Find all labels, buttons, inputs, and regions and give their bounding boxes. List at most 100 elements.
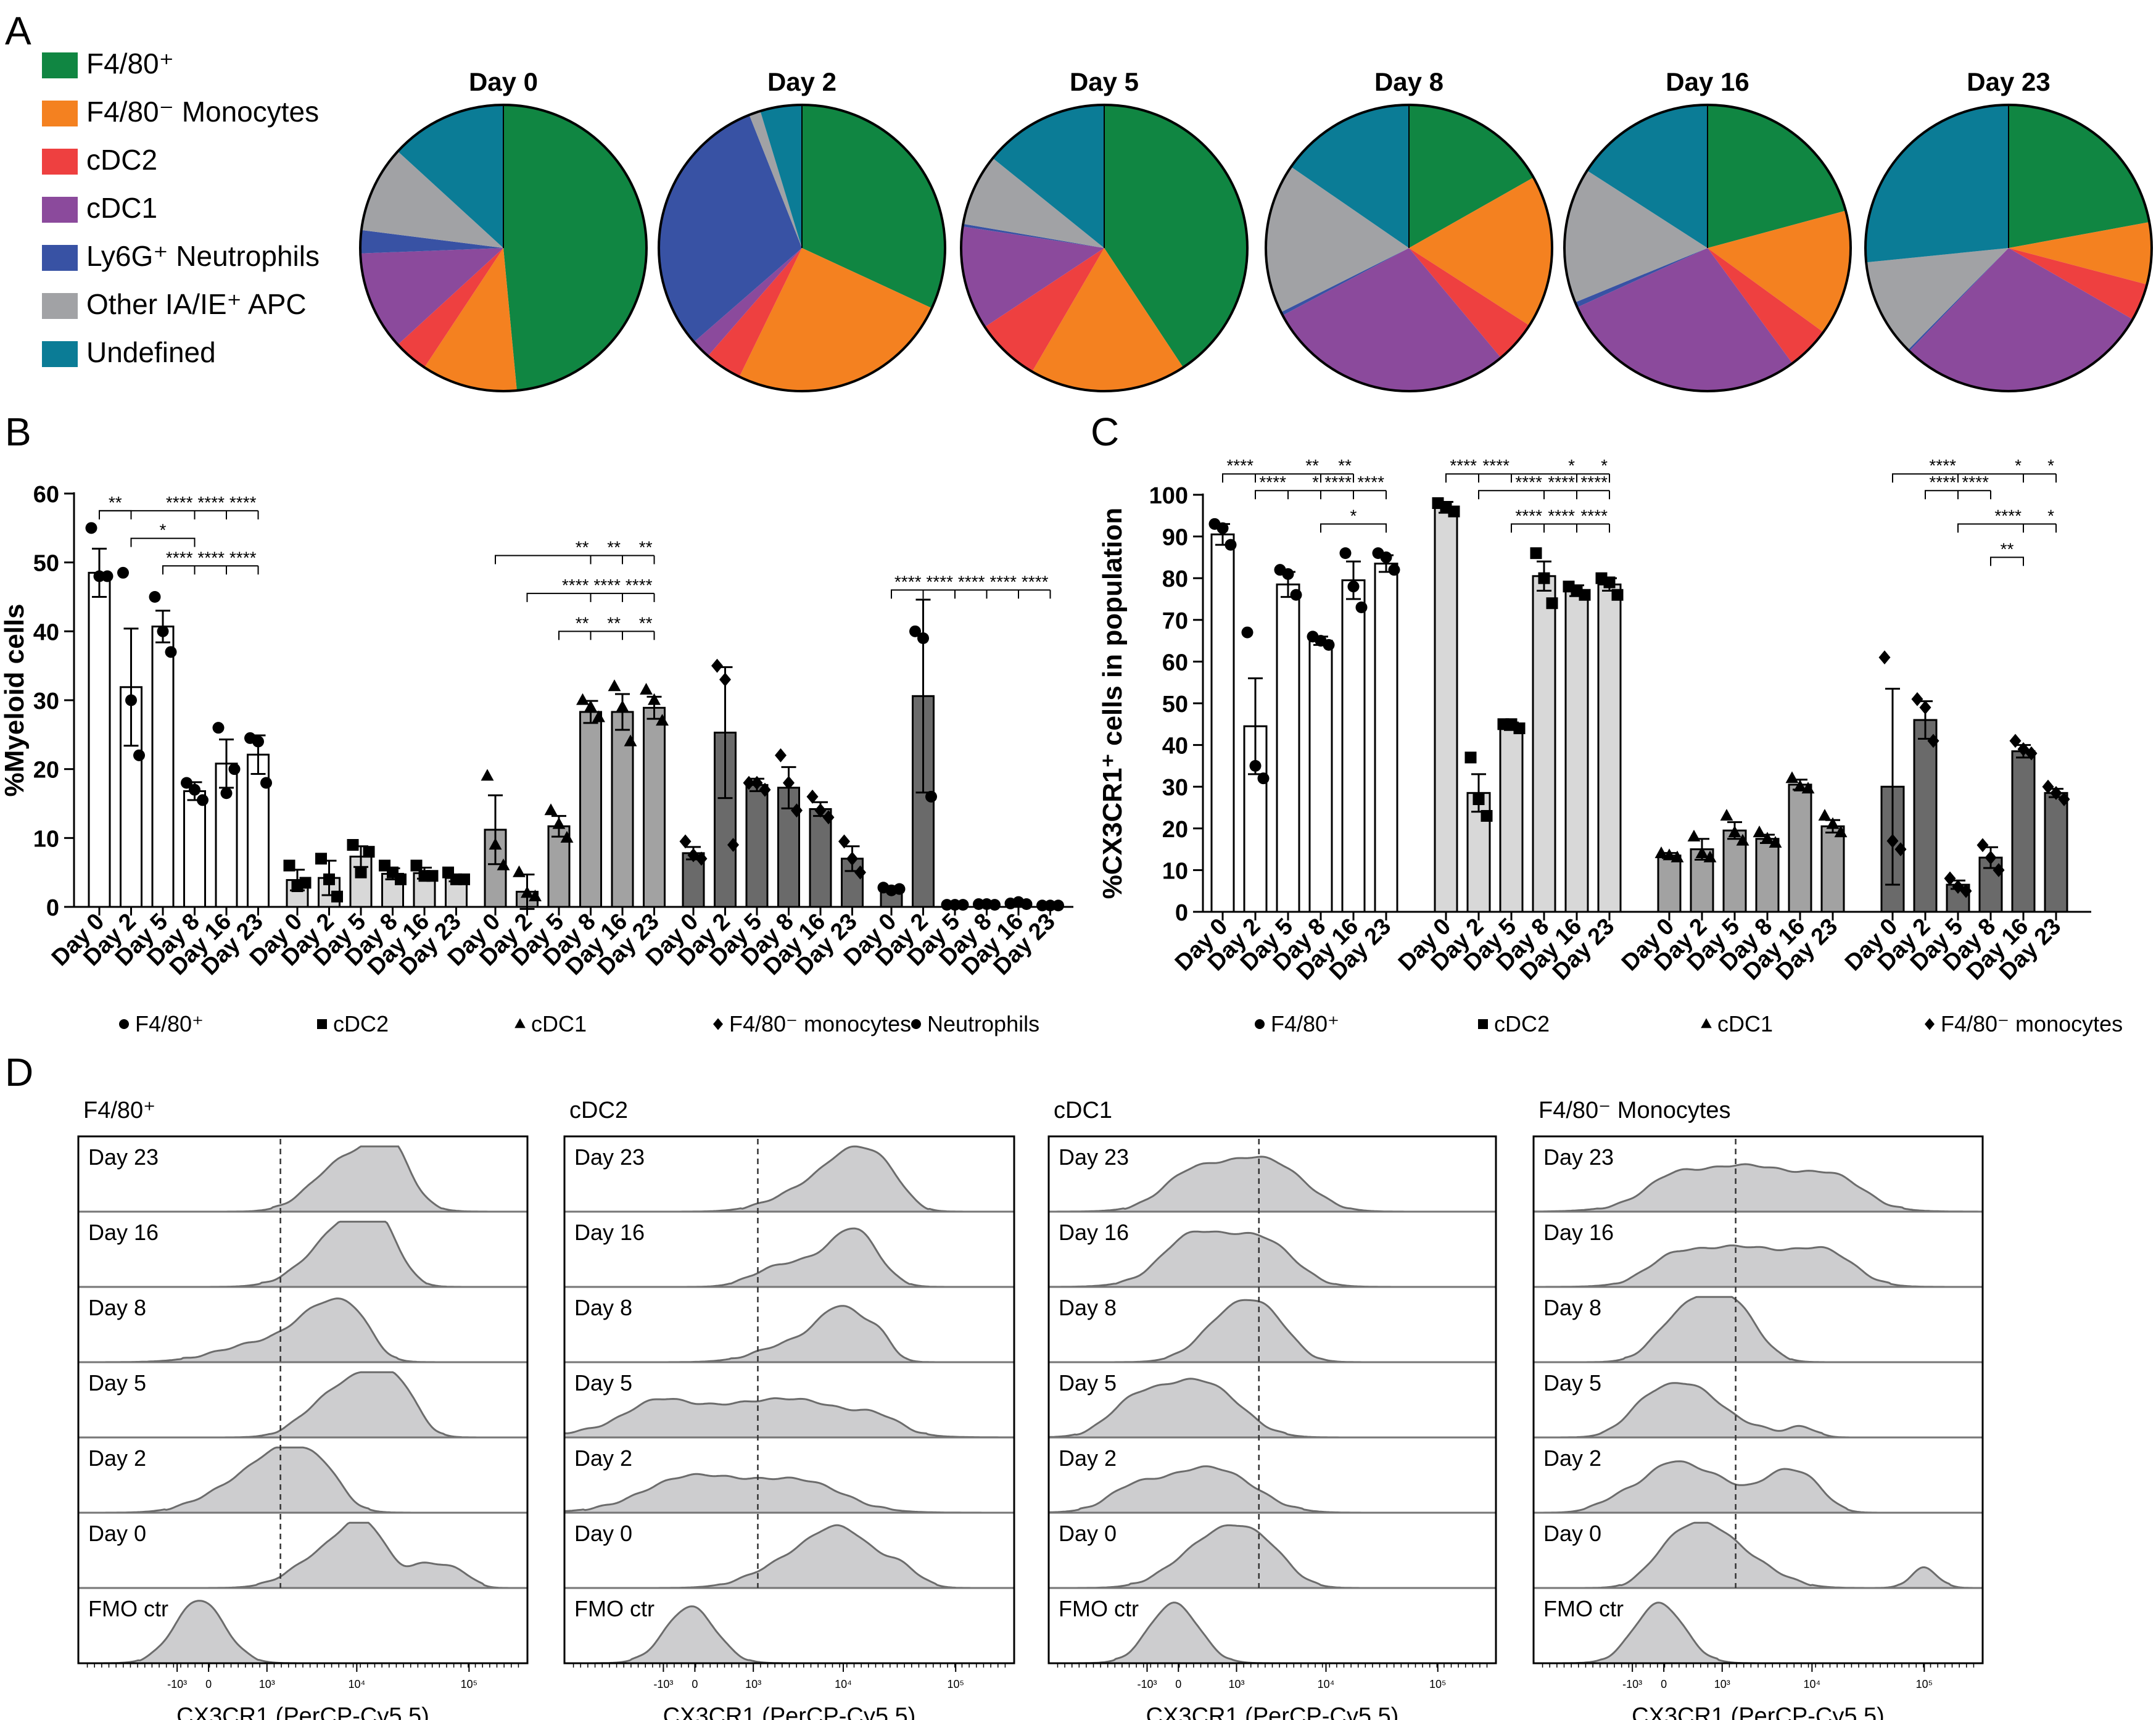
data-point-diamond [1952, 880, 1964, 894]
pie-slice-day-0-ly6g-neutrophils [360, 229, 503, 254]
data-point-triangle [1654, 846, 1668, 858]
data-point-square [458, 873, 470, 885]
data-point-diamond [1927, 734, 1939, 748]
bar-f4-80-monocytes-day-2 [1913, 719, 1938, 913]
bar-cdc2-day-5 [1499, 725, 1524, 913]
significance-label: **** [1548, 506, 1575, 525]
bar-f4-80-day-8 [1308, 640, 1333, 913]
row-label-day-2: Day 2 [1059, 1445, 1117, 1471]
group-label-cdc1: cDC1 [1717, 1011, 1773, 1036]
pie-slice-day-16-cdc2 [1708, 248, 1824, 363]
row-label-day-16: Day 16 [88, 1220, 159, 1245]
row-label-day-2: Day 2 [88, 1445, 146, 1471]
data-point-triangle [1736, 833, 1749, 846]
x-tick-label: 10³ [1228, 1678, 1244, 1690]
pie-slice-day-2-cdc1 [694, 248, 802, 356]
significance-label: * [160, 521, 167, 540]
data-point-triangle [1834, 825, 1848, 838]
significance-bracket: **** **** [1925, 473, 1991, 500]
row-label-day-23: Day 23 [1543, 1144, 1614, 1170]
significance-label: **** [1580, 473, 1608, 492]
data-point-circle [197, 794, 209, 806]
data-point-circle [1347, 581, 1360, 593]
significance-label: ** [2001, 539, 2014, 558]
pie-row: Day 0 Day 2 Day 5 Day 8 Day 16 Day 23 [359, 67, 2153, 392]
y-tick-label: 10 [1162, 858, 1188, 884]
panel-letter-c: C [1091, 410, 1119, 454]
legend-swatch-undefined [42, 341, 78, 367]
bar-f4-80-day-5 [151, 626, 175, 908]
data-point-diamond [822, 810, 835, 825]
row-label-day-23: Day 23 [1059, 1144, 1129, 1170]
pie-title-day-0: Day 0 [469, 67, 538, 96]
data-point-triangle [552, 817, 566, 829]
data-point-circle [941, 899, 953, 911]
significance-label: **** [593, 576, 621, 595]
data-point-triangle [576, 693, 589, 705]
row-label-day-23: Day 23 [88, 1144, 159, 1170]
bracket-line [1925, 490, 1991, 500]
pie-slice-day-8-cdc2 [1409, 248, 1530, 358]
data-point-diamond [2058, 792, 2070, 806]
x-tick-label: 10³ [1714, 1678, 1730, 1690]
significance-label: **** [166, 493, 193, 512]
y-tick-label: 0 [1175, 900, 1188, 926]
data-point-diamond [1993, 863, 2005, 877]
row-label-day-5: Day 5 [1059, 1370, 1117, 1395]
data-point-circle [85, 522, 97, 534]
bracket-line [1320, 523, 1387, 533]
data-point-triangle [1671, 850, 1684, 862]
pie-slice-day-16-undefined [1587, 105, 1708, 248]
data-point-circle [212, 722, 225, 734]
pie-slice-day-16-other-ia-ie-apc [1564, 170, 1708, 303]
legend-swatch-f4-80-monocytes [42, 101, 78, 126]
pie-slice-day-2-other-ia-ie-apc [749, 111, 802, 248]
row-label-fmo-ctr: FMO ctr [1059, 1596, 1139, 1621]
bracket-line [99, 510, 258, 519]
significance-label: * [1312, 473, 1319, 492]
data-point-diamond [1894, 842, 1907, 856]
significance-label: **** [1259, 473, 1286, 492]
significance-bracket: * [130, 521, 196, 547]
data-point-triangle [592, 710, 605, 722]
significance-label: **** [1515, 473, 1542, 492]
group-label-f4-80: F4/80⁺ [135, 1011, 204, 1036]
data-point-triangle [624, 734, 637, 746]
data-point-diamond [1911, 692, 1923, 706]
significance-label: **** [1929, 456, 1956, 475]
data-point-circle [1255, 1019, 1265, 1029]
data-point-square [1603, 576, 1616, 589]
data-point-square [355, 866, 367, 879]
significance-bracket: **** **** **** **** **** [891, 572, 1051, 599]
x-tick-label: 0 [205, 1678, 212, 1690]
row-label-day-5: Day 5 [1543, 1370, 1601, 1395]
pie-outline [1265, 104, 1553, 392]
data-point-diamond [679, 834, 692, 849]
histogram-day-16 [1534, 1244, 1983, 1288]
significance-label: ** [576, 538, 589, 557]
y-axis-label: %Myeloid cells [0, 603, 30, 796]
data-point-triangle [1701, 1018, 1712, 1028]
flow-x-axis-label: CX3CR1 (PerCP-Cy5.5) [176, 1703, 429, 1720]
group-label-f4-80-monocytes: F4/80⁻ monocytes [1941, 1011, 2123, 1036]
x-tick-label: 10³ [259, 1678, 275, 1690]
significance-bracket: ** ** ** [495, 538, 655, 564]
data-point-circle [119, 1019, 129, 1029]
data-point-triangle [521, 886, 534, 898]
data-point-diamond [727, 838, 739, 852]
significance-bracket: **** **** **** [99, 493, 259, 519]
flow-panel-title: F4/80⁻ Monocytes [1539, 1098, 1731, 1123]
x-tick-label: 10³ [745, 1678, 761, 1690]
row-label-day-16: Day 16 [574, 1220, 645, 1245]
significance-label: **** [1994, 506, 2022, 525]
data-point-square [317, 1019, 327, 1029]
pie-slice-day-23-cdc1 [1909, 248, 2133, 391]
panel-letter-b: B [5, 410, 31, 454]
row-label-day-16: Day 16 [1543, 1220, 1614, 1245]
data-point-circle [1355, 602, 1368, 614]
legend-swatch-f4-80 [42, 52, 78, 78]
significance-label: **** [1962, 473, 1989, 492]
